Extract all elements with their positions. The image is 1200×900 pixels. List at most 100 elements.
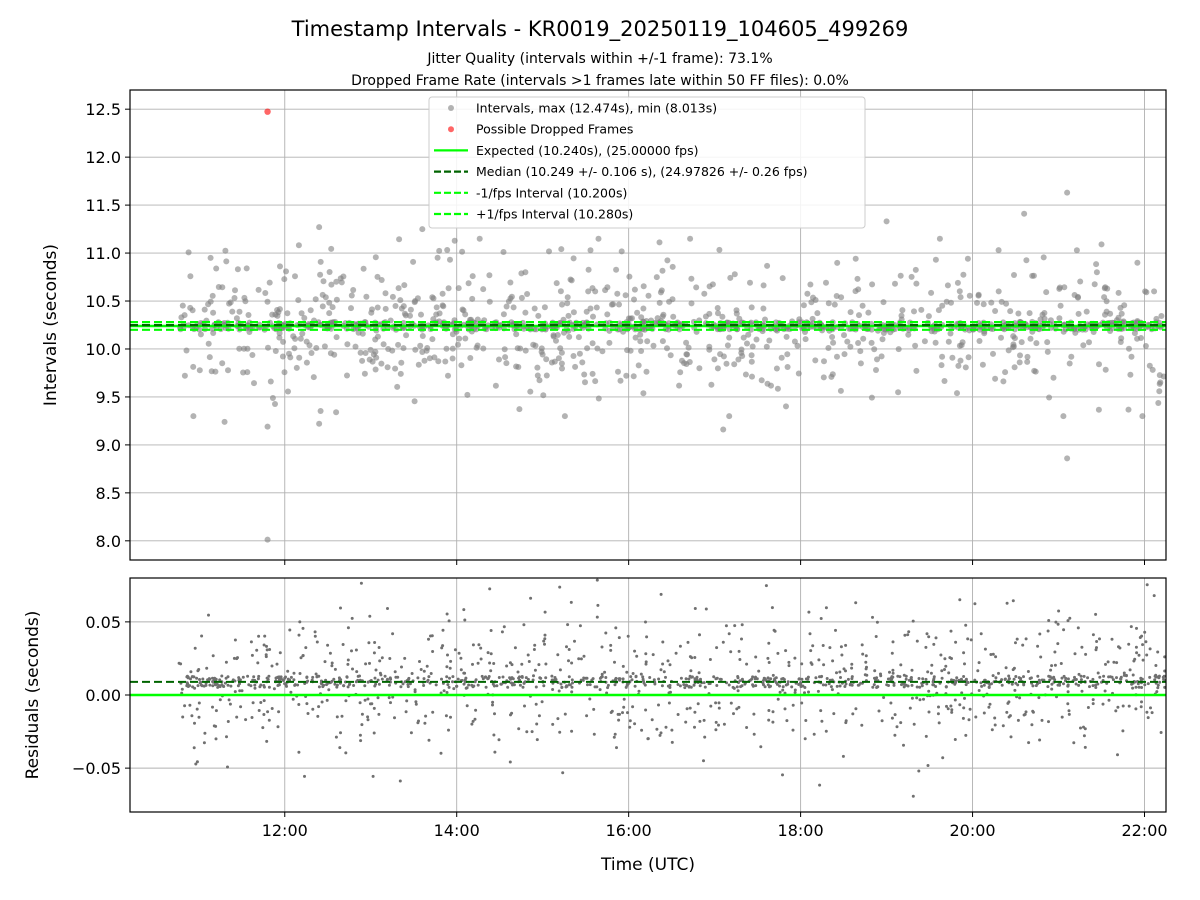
interval-point bbox=[998, 298, 1005, 305]
residual-point bbox=[657, 677, 661, 681]
interval-point bbox=[436, 310, 443, 317]
residual-point bbox=[516, 670, 520, 674]
residual-point bbox=[676, 713, 680, 716]
interval-point bbox=[820, 374, 827, 381]
interval-point bbox=[532, 342, 539, 349]
residual-point bbox=[229, 684, 233, 688]
residual-point bbox=[824, 729, 828, 733]
residual-point bbox=[463, 678, 467, 682]
residual-point bbox=[1146, 716, 1150, 720]
residual-point bbox=[440, 646, 444, 650]
interval-point bbox=[1115, 314, 1122, 321]
residual-point bbox=[1107, 698, 1111, 702]
interval-point bbox=[749, 343, 756, 350]
residual-point bbox=[588, 697, 592, 701]
residual-point bbox=[1134, 645, 1138, 649]
interval-point bbox=[276, 306, 283, 313]
interval-point bbox=[264, 298, 271, 305]
residual-point bbox=[366, 718, 370, 722]
residual-point bbox=[447, 728, 450, 732]
residual-point bbox=[841, 754, 845, 758]
residuals-reference-lines bbox=[130, 680, 1166, 697]
residual-point bbox=[678, 684, 682, 688]
legend-entry: Intervals, max (12.474s), min (8.013s) bbox=[476, 101, 717, 116]
interval-point bbox=[1011, 272, 1017, 278]
residual-point bbox=[861, 652, 865, 656]
residual-point bbox=[679, 676, 683, 680]
interval-point bbox=[185, 249, 192, 256]
residual-point bbox=[288, 628, 292, 632]
residual-point bbox=[297, 750, 301, 754]
residual-point bbox=[915, 696, 919, 700]
residual-point bbox=[778, 690, 782, 694]
residual-point bbox=[582, 676, 586, 680]
residual-point bbox=[451, 675, 455, 679]
interval-point bbox=[974, 299, 980, 306]
residual-point bbox=[356, 674, 360, 678]
interval-point bbox=[286, 350, 292, 357]
residual-point bbox=[236, 684, 240, 688]
residual-point bbox=[1098, 637, 1101, 641]
residual-point bbox=[946, 707, 950, 711]
interval-point bbox=[731, 271, 738, 278]
residual-point bbox=[346, 626, 350, 630]
residual-point bbox=[265, 648, 269, 652]
interval-point bbox=[403, 332, 410, 339]
residual-point bbox=[1094, 686, 1098, 689]
interval-point bbox=[908, 273, 915, 280]
interval-point bbox=[372, 366, 379, 373]
residual-point bbox=[879, 674, 883, 678]
interval-point bbox=[936, 235, 943, 242]
interval-point bbox=[912, 266, 919, 273]
residual-point bbox=[865, 665, 868, 669]
residual-point bbox=[902, 743, 905, 747]
residual-point bbox=[1102, 674, 1106, 678]
residual-point bbox=[1013, 688, 1017, 692]
interval-point bbox=[181, 372, 188, 379]
residual-point bbox=[332, 677, 336, 681]
interval-point bbox=[554, 332, 561, 338]
residual-point bbox=[1005, 601, 1009, 605]
interval-point bbox=[196, 326, 203, 333]
interval-point bbox=[1126, 345, 1132, 352]
residual-point bbox=[844, 669, 847, 673]
residual-point bbox=[542, 639, 546, 643]
residual-point bbox=[702, 681, 706, 685]
residual-point bbox=[1027, 741, 1031, 745]
interval-point bbox=[726, 334, 733, 341]
residual-point bbox=[377, 646, 381, 649]
residual-point bbox=[645, 635, 649, 639]
residual-point bbox=[808, 632, 812, 636]
interval-point bbox=[536, 377, 543, 384]
residual-point bbox=[413, 690, 417, 694]
interval-point bbox=[196, 367, 203, 374]
interval-point bbox=[492, 382, 499, 389]
residual-point bbox=[1095, 646, 1098, 650]
residual-point bbox=[198, 678, 201, 681]
residual-point bbox=[471, 719, 475, 723]
interval-point bbox=[945, 338, 952, 345]
intervals-y-tick-label: 9.5 bbox=[96, 388, 121, 407]
residual-point bbox=[387, 696, 391, 700]
residual-point bbox=[311, 675, 315, 679]
residual-point bbox=[988, 682, 992, 686]
residual-point bbox=[259, 701, 263, 704]
residual-point bbox=[543, 642, 546, 646]
residual-point bbox=[418, 660, 421, 663]
interval-point bbox=[372, 254, 379, 261]
residual-point bbox=[315, 640, 319, 644]
residual-point bbox=[912, 722, 916, 726]
interval-point bbox=[995, 288, 1002, 295]
x-axis-label: Time (UTC) bbox=[600, 855, 695, 875]
residual-point bbox=[940, 676, 944, 680]
residual-point bbox=[989, 653, 993, 656]
interval-point bbox=[640, 305, 647, 312]
residual-point bbox=[1082, 725, 1085, 729]
residual-point bbox=[781, 685, 785, 689]
residual-point bbox=[876, 685, 880, 689]
residual-point bbox=[687, 677, 691, 681]
legend-entry: -1/fps Interval (10.200s) bbox=[476, 185, 627, 200]
interval-point bbox=[363, 293, 370, 300]
interval-point bbox=[760, 305, 767, 312]
residual-point bbox=[1031, 684, 1035, 688]
